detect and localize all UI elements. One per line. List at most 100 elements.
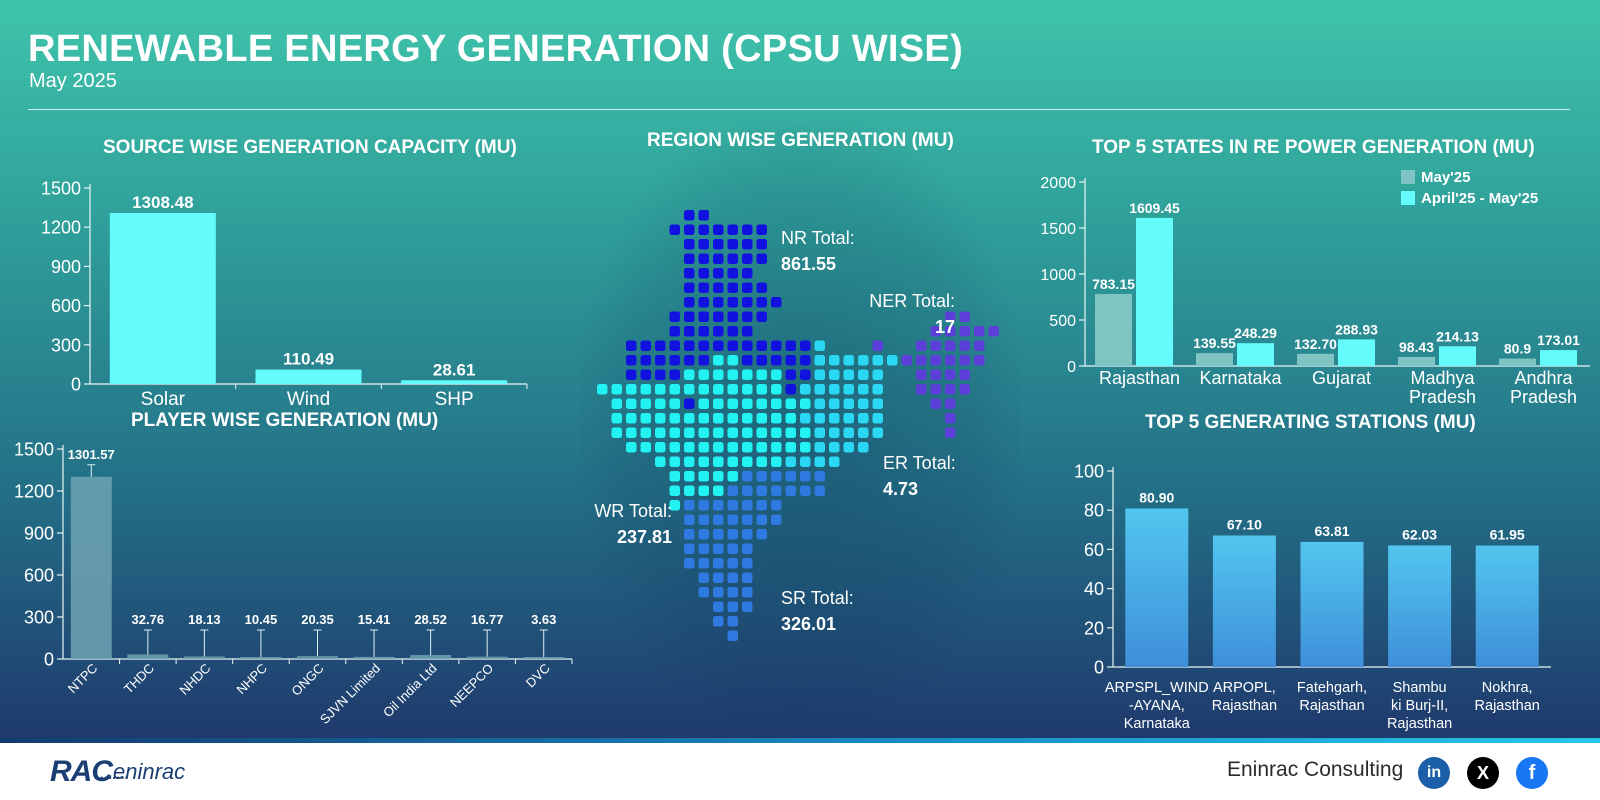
map-cell-nr: [698, 311, 709, 322]
states-bar-apr-may: [1338, 339, 1375, 366]
map-cell-nr: [727, 253, 738, 264]
map-cell-sr: [742, 471, 753, 482]
map-cell-nr: [698, 297, 709, 308]
map-cell-sr: [713, 601, 724, 612]
map-cell-nr: [800, 340, 811, 351]
facebook-icon[interactable]: f: [1516, 757, 1548, 789]
map-cell-nr: [626, 355, 637, 366]
station-category-label: Rajasthan: [1212, 698, 1277, 714]
map-cell-ner: [930, 384, 941, 395]
map-cell-er: [829, 384, 840, 395]
map-cell-nr: [684, 355, 695, 366]
linkedin-icon[interactable]: in: [1418, 757, 1450, 789]
states-bar-may: [1196, 353, 1233, 366]
map-cell-sr: [713, 514, 724, 525]
player-bar: [466, 656, 508, 659]
station-category-label: ARPOPL,: [1213, 680, 1276, 696]
map-cell-sr: [713, 616, 724, 627]
map-cell-sr: [742, 558, 753, 569]
source-category-label: SHP: [435, 389, 474, 410]
map-cell-sr: [800, 485, 811, 496]
map-cell-wr: [742, 427, 753, 438]
map-cell-wr: [713, 427, 724, 438]
eninrac-logo[interactable]: RAC eninrac: [50, 755, 185, 789]
source-category-label: Solar: [141, 389, 186, 410]
map-cell-wr: [785, 398, 796, 409]
source-chart-title: SOURCE WISE GENERATION CAPACITY (MU): [103, 137, 517, 158]
source-bar: [255, 369, 362, 384]
map-cell-wr: [727, 456, 738, 467]
map-cell-er: [872, 355, 883, 366]
map-cell-wr: [756, 442, 767, 453]
map-cell-sr: [698, 543, 709, 554]
y-tick-label: 0: [44, 649, 54, 669]
station-category-label: ARPSPL_WIND: [1105, 680, 1209, 696]
map-cell-sr: [742, 543, 753, 554]
map-cell-sr: [684, 514, 695, 525]
player-value-label: 3.63: [531, 612, 556, 627]
map-cell-nr: [727, 297, 738, 308]
map-cell-er: [858, 427, 869, 438]
map-cell-er: [872, 369, 883, 380]
player-bar: [127, 654, 169, 659]
y-tick-label: 300: [24, 607, 54, 627]
station-category-label: Karnataka: [1124, 716, 1191, 732]
map-cell-wr: [742, 398, 753, 409]
map-cell-nr: [640, 340, 651, 351]
map-cell-wr: [727, 442, 738, 453]
player-value-label: 10.45: [245, 612, 278, 627]
map-cell-sr: [742, 485, 753, 496]
map-cell-sr: [727, 587, 738, 598]
map-cell-sr: [742, 572, 753, 583]
map-cell-ner: [959, 355, 970, 366]
map-cell-nr: [756, 297, 767, 308]
map-cell-ner: [974, 355, 985, 366]
states-value-label: 783.15: [1092, 276, 1135, 292]
map-cell-wr: [669, 398, 680, 409]
region-value-label: 4.73: [883, 479, 918, 499]
station-category-label: Rajasthan: [1299, 698, 1364, 714]
map-cell-wr: [611, 413, 622, 424]
map-cell-nr: [684, 398, 695, 409]
map-cell-er: [843, 427, 854, 438]
map-cell-er: [872, 427, 883, 438]
map-cell-wr: [611, 427, 622, 438]
logo-dots: ••••••••: [96, 773, 130, 783]
region-name-label: WR Total:: [594, 501, 672, 521]
region-name-label: ER Total:: [883, 453, 956, 473]
map-cell-wr: [727, 355, 738, 366]
map-cell-nr: [698, 224, 709, 235]
station-category-label: ki Burj-II,: [1391, 698, 1448, 714]
states-chart-title: TOP 5 STATES IN RE POWER GENERATION (MU): [1092, 137, 1535, 158]
station-value-label: 63.81: [1314, 523, 1349, 539]
map-cell-er: [829, 355, 840, 366]
map-cell-nr: [785, 355, 796, 366]
map-cell-wr: [669, 485, 680, 496]
map-cell-wr: [684, 427, 695, 438]
x-twitter-icon[interactable]: X: [1467, 757, 1499, 789]
states-value-label: 98.43: [1399, 339, 1434, 355]
y-tick-label: 1000: [1040, 267, 1076, 284]
map-cell-wr: [771, 369, 782, 380]
map-cell-sr: [742, 500, 753, 511]
region-chart-title: REGION WISE GENERATION (MU): [647, 130, 954, 151]
map-cell-er: [814, 340, 825, 351]
map-cell-sr: [698, 587, 709, 598]
player-bar: [240, 657, 282, 659]
y-tick-label: 0: [1094, 657, 1104, 677]
station-bar: [1212, 535, 1276, 667]
map-cell-ner: [930, 398, 941, 409]
map-cell-nr: [785, 340, 796, 351]
map-cell-sr: [742, 529, 753, 540]
footer: RAC eninrac •••••••• Eninrac Consulting …: [0, 743, 1600, 800]
map-cell-nr: [684, 340, 695, 351]
map-cell-nr: [727, 282, 738, 293]
map-cell-ner: [959, 384, 970, 395]
map-cell-nr: [713, 340, 724, 351]
states-value-label: 139.55: [1193, 335, 1236, 351]
map-cell-wr: [684, 442, 695, 453]
source-value-label: 110.49: [283, 350, 334, 369]
map-cell-wr: [698, 384, 709, 395]
map-cell-nr: [771, 355, 782, 366]
